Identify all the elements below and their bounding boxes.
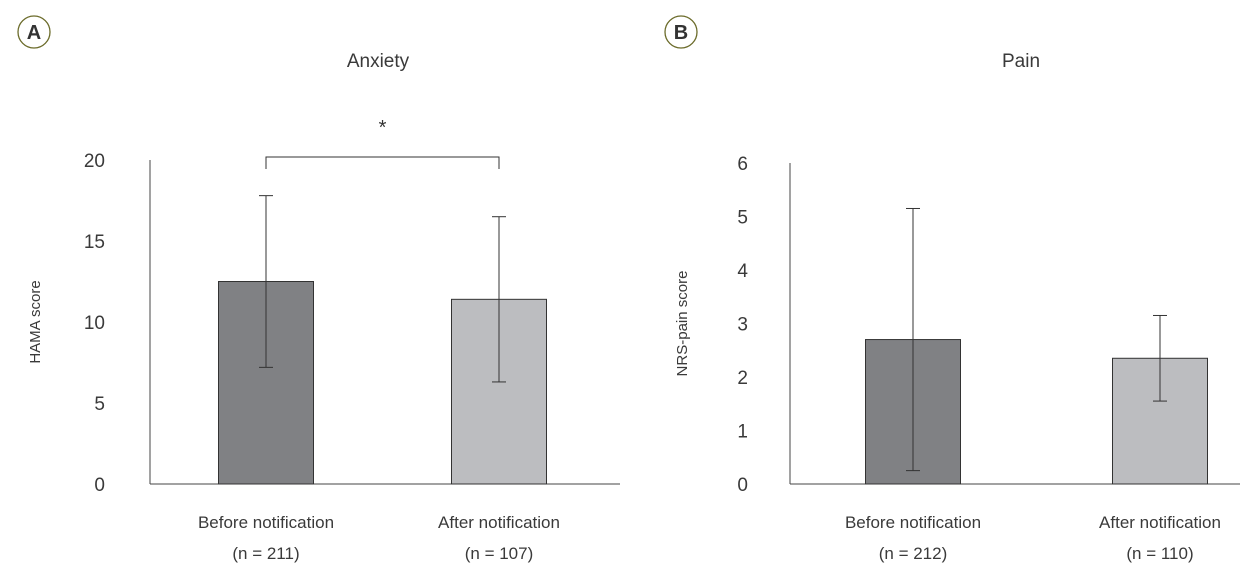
y-tick-label: 20 (84, 151, 105, 172)
x-n-label: (n = 107) (465, 544, 534, 563)
y-tick-label: 1 (737, 422, 748, 443)
x-n-label: (n = 110) (1126, 544, 1193, 563)
y-tick-label: 3 (737, 315, 748, 336)
y-tick-label: 15 (84, 232, 105, 253)
y-tick-label: 5 (94, 394, 105, 415)
x-category-label: After notification (438, 513, 560, 532)
panel-letter-circle (664, 15, 698, 49)
y-axis-label: HAMA score (27, 280, 44, 363)
y-tick-label: 0 (94, 475, 105, 496)
panel-letter-circle (17, 15, 51, 49)
y-tick-label: 6 (737, 154, 748, 175)
significance-star: * (379, 117, 387, 139)
chart-title: Pain (1002, 51, 1040, 72)
y-tick-label: 5 (737, 208, 748, 229)
y-tick-label: 2 (737, 368, 748, 389)
significance-bracket (265, 156, 500, 169)
panel-letter: A (27, 22, 41, 44)
x-category-label: After notification (1099, 513, 1221, 532)
y-tick-label: 10 (84, 313, 105, 334)
panel-letter: B (674, 22, 688, 44)
y-axis-label: NRS-pain score (674, 271, 691, 377)
y-tick-label: 4 (737, 261, 748, 282)
x-category-label: Before notification (845, 513, 981, 532)
x-category-label: Before notification (198, 513, 334, 532)
x-n-label: (n = 212) (879, 544, 948, 563)
y-tick-label: 0 (737, 475, 748, 496)
x-n-label: (n = 211) (232, 544, 299, 563)
chart-title: Anxiety (347, 51, 410, 72)
